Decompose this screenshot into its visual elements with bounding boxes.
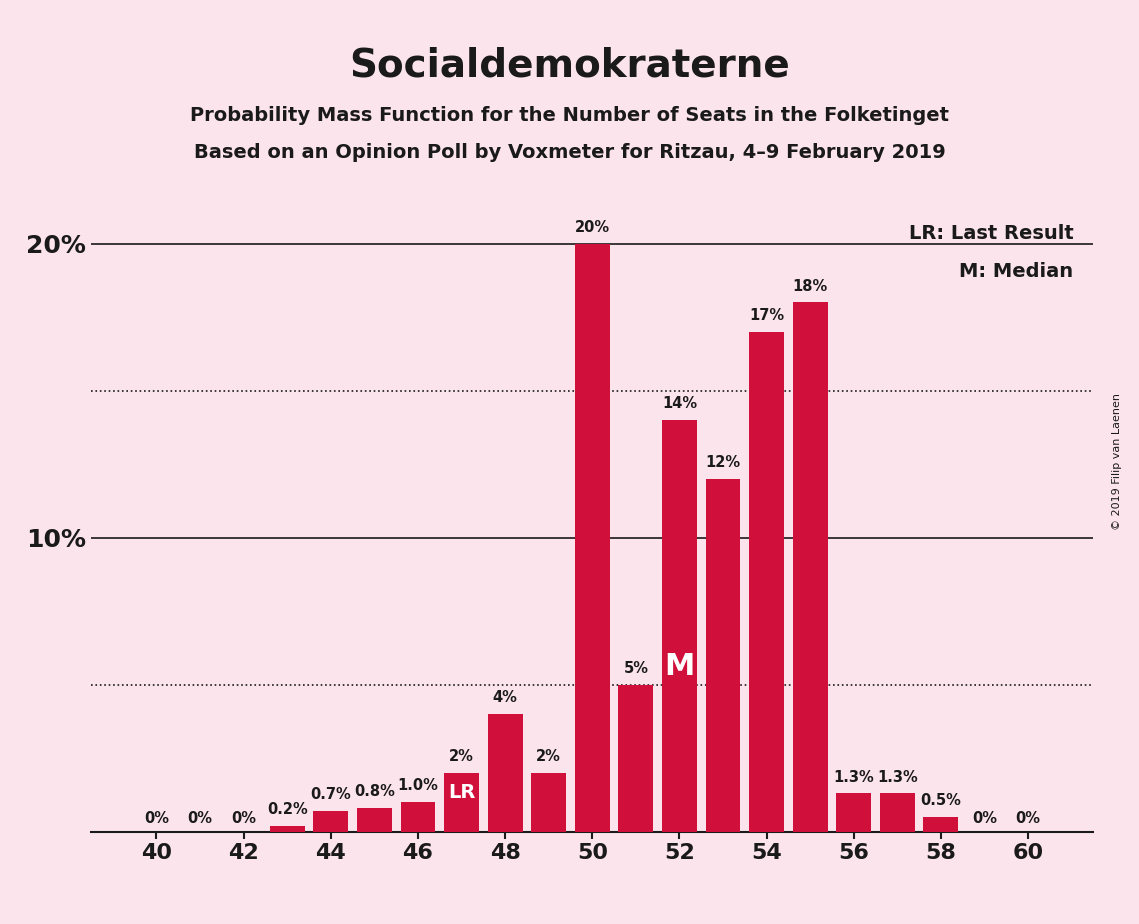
- Text: 2%: 2%: [449, 749, 474, 764]
- Bar: [357, 808, 392, 832]
- Bar: [270, 826, 304, 832]
- Text: 14%: 14%: [662, 396, 697, 411]
- Text: LR: Last Result: LR: Last Result: [909, 224, 1073, 243]
- Text: 0%: 0%: [972, 810, 997, 826]
- Text: 1.3%: 1.3%: [877, 770, 918, 784]
- Text: 0.5%: 0.5%: [920, 793, 961, 808]
- Bar: [575, 244, 609, 832]
- Text: 4%: 4%: [493, 690, 517, 705]
- Text: 17%: 17%: [749, 308, 784, 323]
- Text: 18%: 18%: [793, 278, 828, 294]
- Bar: [313, 811, 349, 832]
- Text: M: Median: M: Median: [959, 262, 1073, 282]
- Text: 20%: 20%: [575, 220, 609, 235]
- Text: M: M: [664, 652, 695, 682]
- Bar: [880, 794, 915, 832]
- Text: 2%: 2%: [536, 749, 562, 764]
- Text: 0%: 0%: [1016, 810, 1041, 826]
- Text: 1.0%: 1.0%: [398, 778, 439, 794]
- Bar: [444, 772, 480, 832]
- Bar: [924, 817, 958, 832]
- Bar: [487, 714, 523, 832]
- Bar: [749, 332, 784, 832]
- Bar: [662, 420, 697, 832]
- Bar: [705, 479, 740, 832]
- Bar: [618, 685, 654, 832]
- Text: 0%: 0%: [144, 810, 169, 826]
- Text: LR: LR: [448, 784, 475, 802]
- Bar: [836, 794, 871, 832]
- Bar: [531, 772, 566, 832]
- Text: Based on an Opinion Poll by Voxmeter for Ritzau, 4–9 February 2019: Based on an Opinion Poll by Voxmeter for…: [194, 143, 945, 163]
- Text: 0%: 0%: [231, 810, 256, 826]
- Text: © 2019 Filip van Laenen: © 2019 Filip van Laenen: [1112, 394, 1122, 530]
- Bar: [401, 802, 435, 832]
- Text: 0.2%: 0.2%: [267, 802, 308, 817]
- Text: Socialdemokraterne: Socialdemokraterne: [350, 46, 789, 84]
- Text: 0%: 0%: [188, 810, 213, 826]
- Bar: [793, 302, 828, 832]
- Text: Probability Mass Function for the Number of Seats in the Folketinget: Probability Mass Function for the Number…: [190, 106, 949, 126]
- Text: 0.7%: 0.7%: [311, 787, 351, 802]
- Text: 1.3%: 1.3%: [834, 770, 874, 784]
- Text: 12%: 12%: [705, 455, 740, 470]
- Text: 0.8%: 0.8%: [354, 784, 395, 799]
- Text: 5%: 5%: [623, 661, 648, 675]
